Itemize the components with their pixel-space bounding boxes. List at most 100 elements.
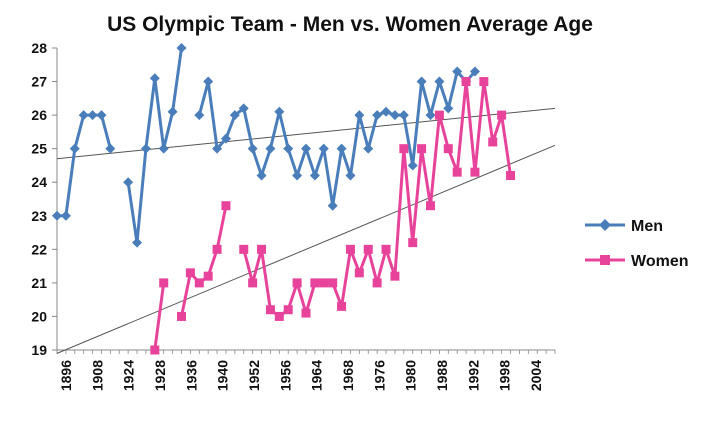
data-point-men bbox=[283, 143, 294, 154]
data-point-men bbox=[336, 143, 347, 154]
data-point-women bbox=[434, 110, 444, 120]
x-tick-label: 1924 bbox=[121, 360, 137, 391]
data-point-women bbox=[479, 77, 489, 87]
data-point-men bbox=[301, 143, 311, 154]
data-point-men bbox=[318, 143, 329, 154]
data-point-men bbox=[203, 76, 214, 87]
data-point-men bbox=[229, 110, 240, 121]
data-point-men bbox=[105, 143, 116, 154]
data-point-women bbox=[221, 201, 231, 211]
data-point-men bbox=[176, 43, 187, 53]
y-tick-label: 20 bbox=[31, 308, 47, 324]
x-tick-label: 1976 bbox=[371, 360, 387, 391]
series-line-women bbox=[180, 205, 228, 317]
data-point-men bbox=[256, 170, 267, 181]
legend-marker-men bbox=[599, 219, 611, 231]
y-tick-label: 26 bbox=[31, 107, 47, 123]
data-point-men bbox=[274, 106, 285, 117]
data-point-women bbox=[488, 137, 498, 147]
series-line-men bbox=[197, 70, 477, 208]
x-tick-label: 1952 bbox=[246, 360, 262, 391]
data-point-women bbox=[417, 144, 427, 154]
x-tick-label: 1956 bbox=[277, 360, 293, 391]
data-point-women bbox=[301, 308, 311, 318]
data-point-men bbox=[60, 210, 71, 221]
data-point-men bbox=[149, 73, 160, 84]
data-point-women bbox=[506, 171, 516, 181]
axes: 19 20 21 22 23 24 25 26 27 28 1896 1908 1924 1928 1936… bbox=[31, 40, 556, 391]
x-tick-label: 1940 bbox=[215, 360, 231, 391]
data-point-women bbox=[497, 110, 507, 120]
data-point-women bbox=[319, 278, 329, 288]
data-point-men bbox=[140, 143, 151, 154]
data-point-men bbox=[247, 143, 258, 154]
data-point-women bbox=[248, 278, 258, 288]
data-point-women bbox=[426, 201, 435, 211]
data-point-men bbox=[292, 170, 303, 181]
x-tick-label: 1998 bbox=[497, 360, 513, 391]
data-point-women bbox=[372, 278, 382, 288]
y-tick-label: 21 bbox=[31, 275, 47, 291]
x-tick-label: 1980 bbox=[403, 360, 419, 391]
data-point-women bbox=[203, 271, 213, 281]
series-line-men bbox=[57, 113, 112, 218]
data-point-women bbox=[274, 311, 284, 321]
data-point-men bbox=[52, 210, 62, 221]
y-tick-label: 24 bbox=[31, 174, 47, 190]
data-point-men bbox=[238, 103, 249, 114]
data-point-men bbox=[354, 110, 365, 121]
y-tick-label: 23 bbox=[31, 208, 47, 224]
data-point-women bbox=[310, 278, 320, 288]
trendline-women bbox=[56, 144, 556, 354]
x-tick-label: 2004 bbox=[528, 360, 544, 391]
data-point-men bbox=[434, 76, 445, 87]
chart-title: US Olympic Team - Men vs. Women Average … bbox=[107, 13, 593, 36]
y-tick-label: 25 bbox=[31, 141, 47, 157]
data-point-women bbox=[185, 268, 195, 278]
data-point-men bbox=[425, 110, 436, 121]
data-point-women bbox=[452, 167, 462, 177]
data-point-women bbox=[337, 301, 347, 311]
x-tick-label: 1908 bbox=[89, 360, 105, 391]
legend-marker-women bbox=[600, 255, 610, 265]
legend-label-men: Men bbox=[631, 218, 663, 235]
legend: Men Women bbox=[585, 218, 688, 270]
data-point-men bbox=[158, 143, 169, 154]
data-point-men bbox=[398, 110, 409, 121]
data-point-men bbox=[87, 110, 98, 121]
data-point-men bbox=[167, 106, 178, 117]
trendline-men bbox=[56, 107, 556, 160]
data-point-men bbox=[452, 66, 463, 77]
data-point-men bbox=[194, 110, 205, 121]
data-point-women bbox=[345, 244, 355, 254]
series-markers bbox=[52, 43, 516, 355]
data-point-men bbox=[363, 143, 374, 154]
data-point-men bbox=[265, 143, 276, 154]
data-point-men bbox=[345, 170, 356, 181]
data-point-women bbox=[212, 244, 222, 254]
data-point-women bbox=[265, 305, 275, 315]
y-tick-label: 27 bbox=[31, 74, 47, 90]
data-point-women bbox=[461, 77, 471, 87]
series-line-women bbox=[153, 282, 166, 351]
legend-label-women: Women bbox=[631, 253, 688, 270]
data-point-women bbox=[390, 271, 400, 281]
y-tick-label: 22 bbox=[31, 241, 47, 257]
x-tick-label: 1992 bbox=[465, 360, 481, 391]
data-point-women bbox=[177, 311, 186, 321]
x-tick-label: 1936 bbox=[183, 360, 199, 391]
x-tick-label: 1988 bbox=[434, 360, 450, 391]
data-point-women bbox=[328, 278, 338, 288]
data-point-men bbox=[69, 143, 80, 154]
x-tick-label: 1928 bbox=[152, 360, 168, 391]
trendlines bbox=[56, 107, 556, 354]
data-point-men bbox=[416, 76, 427, 87]
data-point-men bbox=[78, 110, 89, 121]
x-tick-label: 1964 bbox=[309, 360, 325, 391]
data-point-men bbox=[96, 110, 107, 121]
data-point-men bbox=[381, 106, 392, 117]
data-point-women bbox=[150, 345, 160, 355]
data-point-women bbox=[283, 305, 293, 315]
data-point-women bbox=[354, 268, 364, 278]
